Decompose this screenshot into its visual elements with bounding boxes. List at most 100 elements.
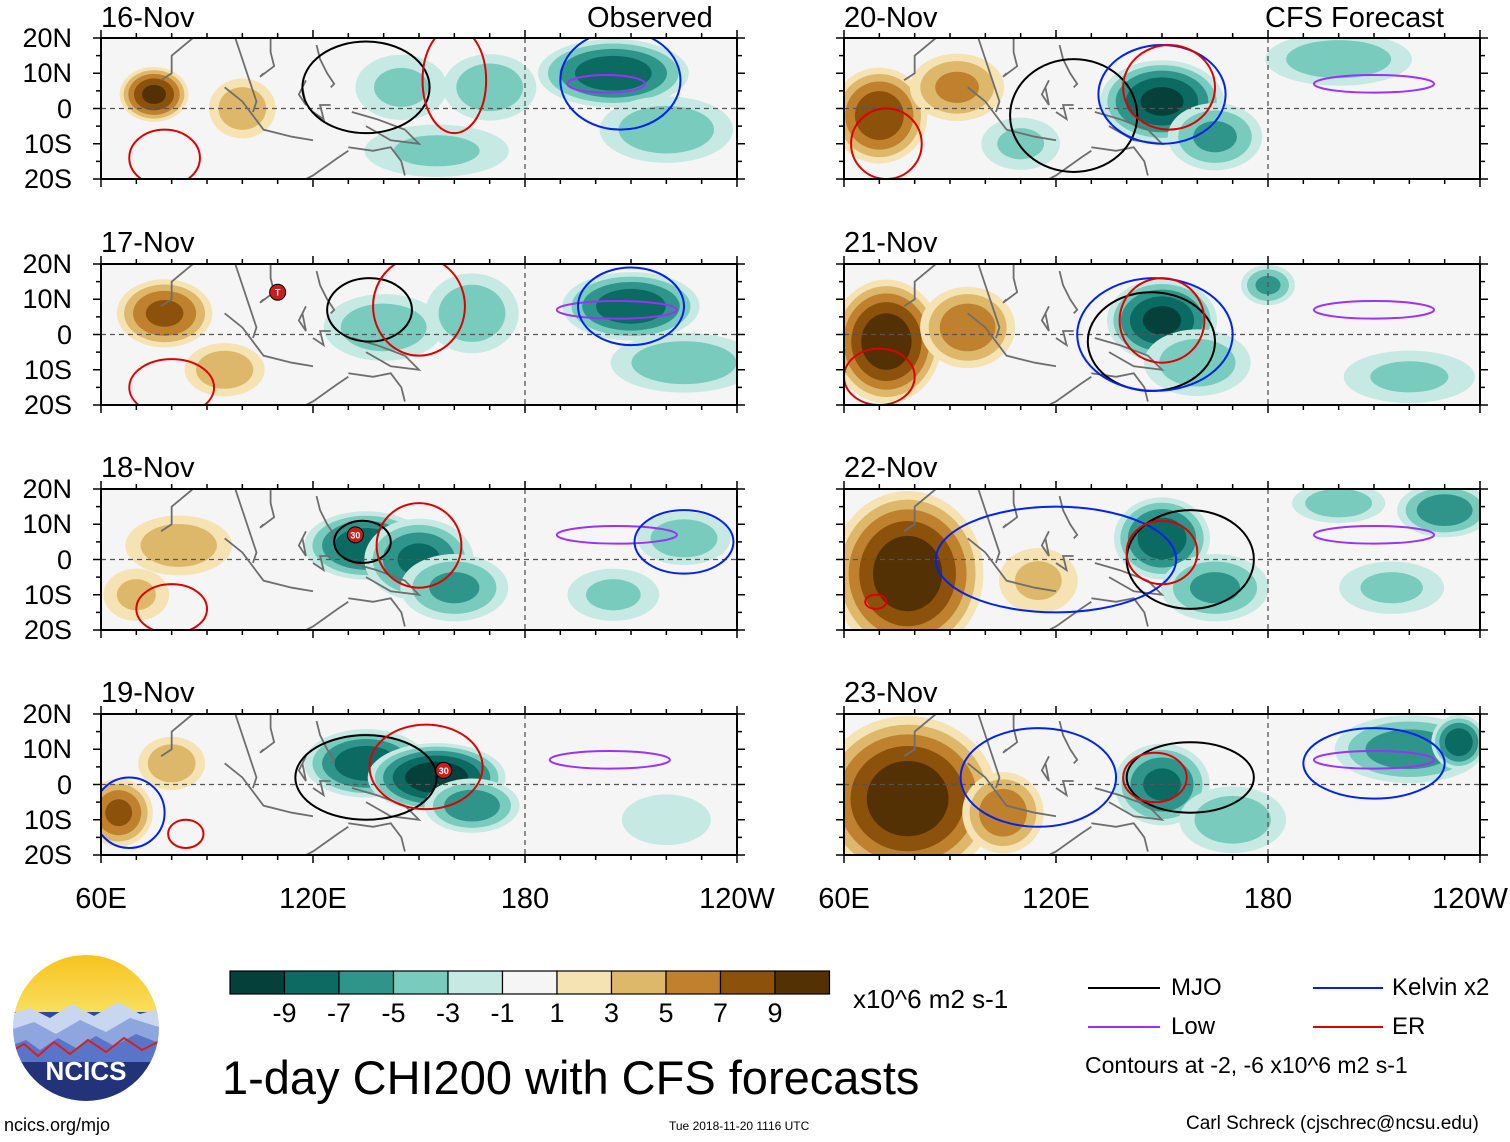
- contour-kelvin-x2-23-Nov-4: [1302, 727, 1446, 800]
- coastline-5: [351, 337, 422, 371]
- coastline-5: [351, 111, 422, 145]
- field-19-Nov: 30: [101, 714, 737, 855]
- contour-kelvin-x2-16-Nov-2: [559, 38, 682, 131]
- cyclone-marker: [346, 526, 364, 544]
- coastline-2: [259, 714, 276, 754]
- panel-22-Nov: [836, 481, 1488, 638]
- colorbar-level-label-4: -1: [490, 998, 515, 1028]
- footer-url[interactable]: ncics.org/mjo: [4, 1115, 111, 1135]
- coastline-8: [348, 597, 406, 627]
- anomaly-blob-18-Nov-0-level-3: [140, 523, 217, 567]
- legend-contours-note: Contours at -2, -6 x10^6 m2 s-1: [1085, 1052, 1408, 1078]
- y-tick-label-row2-0: 20N: [22, 474, 72, 504]
- x-tick-label-col1-0: 60E: [818, 883, 870, 915]
- field-23-Nov: [844, 714, 1480, 855]
- contour-mjo-20-Nov-0: [1009, 58, 1139, 173]
- coastline-3: [297, 305, 307, 332]
- colorbar-level-label-0: -9: [272, 998, 297, 1028]
- panel-17-Nov: T: [93, 256, 745, 413]
- anomaly-blob-22-Nov-3-level-5: [1189, 572, 1241, 604]
- contour-kelvin-x2-22-Nov-2: [934, 505, 1178, 614]
- coastline-5: [1094, 562, 1165, 596]
- panel-20-Nov: [836, 30, 1488, 187]
- anomaly-blob-21-Nov-0-level-9: [861, 313, 912, 370]
- contour-low-20-Nov-1: [1312, 74, 1436, 94]
- colorbar-level-label-7: 5: [658, 998, 674, 1028]
- panel-16-Nov: [93, 30, 745, 187]
- anomaly-blob-21-Nov-1-level-5: [939, 303, 996, 352]
- contour-mjo-19-Nov-0: [294, 734, 438, 821]
- anomaly-blob-23-Nov-1-level-5: [979, 788, 1027, 837]
- coastline-4: [1058, 44, 1079, 88]
- contour-low-18-Nov-1: [555, 525, 678, 545]
- contour-low-22-Nov-1: [1312, 525, 1436, 545]
- coastline-0: [977, 714, 1001, 789]
- x-tick-label-col0-3: 120W: [699, 883, 775, 915]
- coastline-7: [312, 330, 331, 348]
- contour-er-18-Nov-4: [135, 583, 208, 630]
- contour-kelvin-x2-23-Nov-2: [959, 727, 1118, 828]
- colorbar-level-label-2: -5: [381, 998, 406, 1028]
- anomaly-blob-16-Nov-2-level-3: [373, 67, 429, 107]
- y-tick-label-row1-2: 0: [56, 319, 72, 350]
- coastline-1: [967, 86, 1057, 142]
- y-tick-label-row3-3: 10S: [23, 804, 72, 835]
- panel-title-20-nov: 20-Nov: [844, 2, 938, 34]
- contour-mjo-16-Nov-0: [301, 40, 431, 135]
- cyclone-marker: [435, 761, 453, 779]
- colorbar-swatch-7: [610, 970, 667, 995]
- field-21-Nov: [844, 264, 1480, 405]
- coastline-9: [1031, 601, 1092, 630]
- coastline-6: [160, 714, 194, 758]
- anomaly-blob-21-Nov-2-level-9: [1142, 306, 1182, 335]
- colorbar-units: x10^6 m2 s-1: [853, 984, 1009, 1014]
- coastline-3: [1040, 755, 1050, 782]
- coastline-4: [315, 720, 336, 764]
- contour-er-20-Nov-3: [1122, 44, 1216, 131]
- contour-kelvin-x2-17-Nov-2: [577, 266, 685, 347]
- coastline-1: [967, 537, 1057, 593]
- anomaly-blob-18-Nov-6-level-3: [585, 579, 641, 611]
- y-tick-label-row1-1: 10N: [22, 284, 72, 315]
- anomaly-blob-17-Nov-5-level-3: [631, 341, 737, 385]
- coastline-6: [160, 264, 194, 308]
- coastline-0: [977, 489, 1001, 564]
- coastline-8: [348, 146, 406, 176]
- coastline-3: [1040, 305, 1050, 332]
- main-title: 1-day CHI200 with CFS forecasts: [222, 1051, 920, 1104]
- anomaly-blob-16-Nov-1-level-3: [218, 87, 267, 130]
- colorbar-level-label-5: 1: [549, 998, 565, 1028]
- y-tick-label-row3-4: 20S: [23, 840, 72, 870]
- coastline-2: [1002, 264, 1019, 304]
- contour-er-21-Nov-3: [1118, 277, 1206, 364]
- panel-19-Nov: 30: [93, 706, 745, 863]
- coastline-2: [259, 489, 276, 529]
- coastline-8: [1091, 146, 1149, 176]
- x-tick-label-col1-3: 120W: [1432, 883, 1508, 915]
- y-tick-label-row2-4: 20S: [23, 615, 72, 645]
- cyclone-marker-label: 30: [350, 530, 360, 540]
- anomaly-blob-18-Nov-1-level-3: [116, 579, 156, 611]
- contour-er-16-Nov-3: [421, 38, 488, 135]
- colorbar-swatch-2: [338, 970, 395, 995]
- colorbar-swatch-3: [392, 970, 449, 995]
- coastline-6: [903, 714, 937, 758]
- coastline-9: [1031, 376, 1092, 405]
- contour-low-21-Nov-1: [1312, 300, 1436, 320]
- colorbar-swatch-4: [447, 970, 504, 995]
- anomaly-blob-20-Nov-2-level-9: [1140, 87, 1184, 116]
- anomaly-blob-18-Nov-4-level-5: [429, 572, 480, 604]
- coastline-1: [224, 762, 314, 818]
- contour-low-19-Nov-1: [548, 750, 671, 770]
- coastline-4: [1058, 270, 1079, 314]
- anomaly-blob-23-Nov-4-level-5: [1365, 729, 1454, 770]
- contour-kelvin-x2-18-Nov-2: [633, 509, 735, 575]
- coastline-7: [1055, 330, 1074, 348]
- colorbar-level-label-8: 7: [712, 998, 729, 1028]
- anomaly-blob-17-Nov-2-level-3: [340, 303, 427, 352]
- y-tick-label-row2-3: 10S: [23, 579, 72, 610]
- coastline-0: [234, 264, 258, 339]
- colorbar-swatch-6: [556, 970, 613, 995]
- anomaly-blob-17-Nov-4-level-7: [596, 288, 666, 324]
